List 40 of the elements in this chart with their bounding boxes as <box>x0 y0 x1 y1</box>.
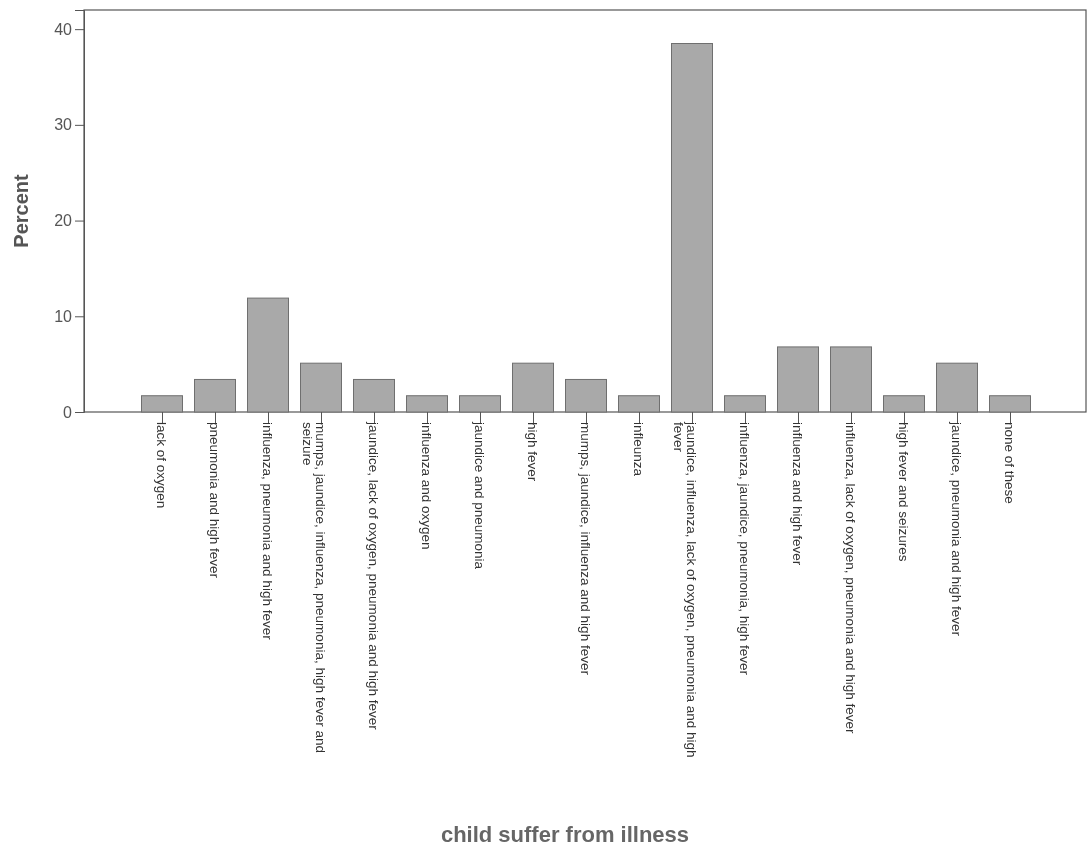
bar <box>777 346 819 413</box>
bar <box>194 378 236 413</box>
bar <box>406 395 448 413</box>
y-tick-label: 0 <box>63 403 73 421</box>
bar <box>989 395 1031 413</box>
bar <box>883 395 925 413</box>
y-tick-label: 10 <box>54 307 73 325</box>
y-tick-label: 30 <box>54 116 73 134</box>
bar <box>247 297 289 413</box>
x-tick-label: mumps, jaundice, influenza and high fever <box>578 422 593 676</box>
x-axis-title: child suffer from illness <box>440 822 690 847</box>
x-tick-label: influenza and high fever <box>790 422 805 566</box>
bar <box>618 395 660 413</box>
bar <box>830 346 872 413</box>
x-tick-label: high fever and seizures <box>896 422 911 562</box>
x-tick-label: high fever <box>525 422 540 482</box>
bar <box>141 395 183 413</box>
bar <box>724 395 766 413</box>
x-tick-label: jaundice and pneumonia <box>472 421 487 570</box>
x-tick-label: influenza, jaundice, pneumonia, high fever <box>737 422 752 676</box>
x-tick-label: none of these <box>1002 422 1017 504</box>
x-tick-label: influenza, lack of oxygen, pneumonia and high fever <box>843 422 858 734</box>
x-tick-label: infleunza <box>631 422 646 477</box>
bar <box>459 395 501 413</box>
x-tick-label: influenza and oxygen <box>419 422 434 550</box>
x-tick-label: pneumonia and high fever <box>207 422 222 579</box>
bar <box>512 362 554 413</box>
bar <box>300 362 342 413</box>
x-tick-label: jaundice, lack of oxygen, pneumonia and high fever <box>366 421 381 731</box>
bar <box>936 362 978 413</box>
x-tick-label: jaundice, pneumonia and high fever <box>949 421 964 637</box>
bar <box>671 43 713 413</box>
y-axis-title: Percent <box>10 173 32 248</box>
x-tick-label: lack of oxygen <box>154 422 169 509</box>
x-tick-label: jaundice, influenza, lack of oxygen, pneumonia and high fever <box>670 421 699 758</box>
x-tick-label: influenza, pneumonia and high fever <box>260 422 275 641</box>
bar <box>353 378 395 413</box>
y-tick-label: 20 <box>54 212 73 230</box>
y-tick-label: 40 <box>54 20 73 38</box>
bar <box>565 378 607 413</box>
